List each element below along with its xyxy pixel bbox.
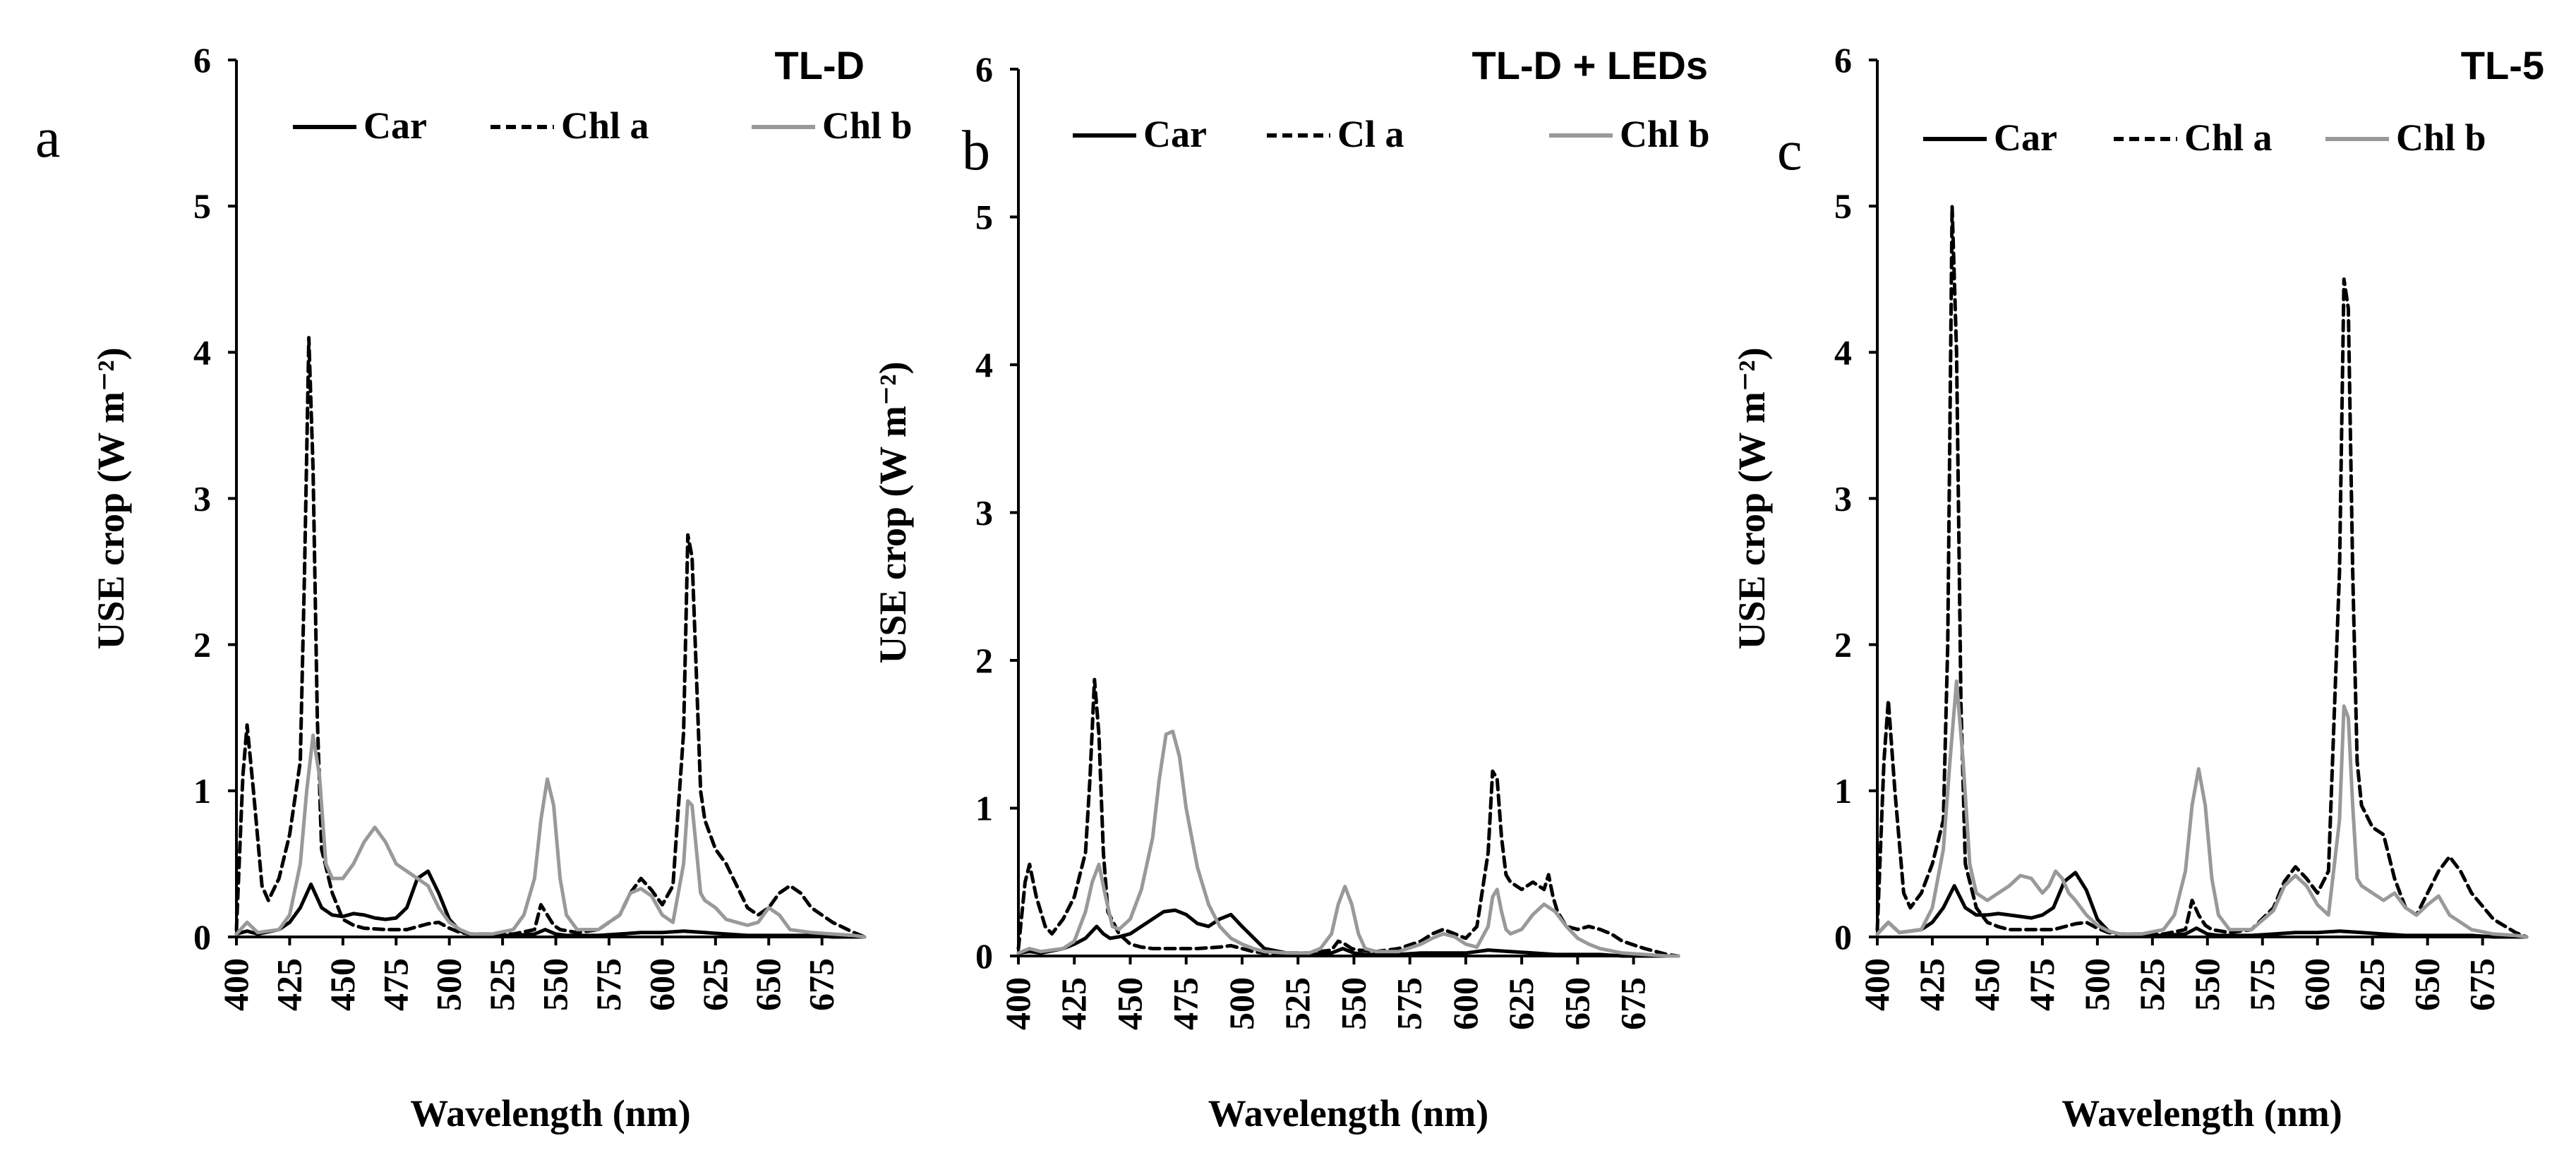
panel-letter: b (962, 120, 990, 182)
x-tick-label: 500 (2077, 958, 2117, 1011)
x-tick-label: 550 (2187, 958, 2227, 1011)
chart-panel-c: c TL-5 0 1 2 3 4 5 6 400 425 450 475 500 525 550 575 600 6… (1731, 40, 2544, 1134)
y-tick-label: 4 (975, 345, 993, 385)
y-tick-label: 6 (975, 49, 993, 89)
x-tick-label: 575 (589, 958, 628, 1011)
series-line-chl-b (1016, 730, 1680, 958)
legend-label: Chl b (2396, 116, 2486, 159)
x-tick-label: 475 (2022, 958, 2062, 1011)
y-tick-label: 6 (1834, 40, 1852, 80)
y-tick-label: 6 (193, 40, 211, 80)
y-tick-label: 0 (975, 936, 993, 976)
y-tick-label: 1 (193, 771, 211, 811)
y-tick-label: 2 (193, 625, 211, 665)
x-tick-label: 475 (375, 958, 415, 1011)
x-axis-title: Wavelength (nm) (2062, 1092, 2342, 1134)
x-axis-title: Wavelength (nm) (1208, 1092, 1489, 1134)
y-tick-label: 3 (1834, 479, 1852, 519)
x-tick-label: 525 (2132, 958, 2172, 1011)
panel-letter: c (1777, 120, 1802, 182)
legend-label: Chl b (822, 104, 913, 147)
x-tick-label: 425 (1912, 958, 1951, 1011)
y-tick-label: 3 (193, 479, 211, 519)
y-tick-label: 1 (975, 789, 993, 828)
y-axis-title: USE crop (W m⁻²) (90, 347, 132, 649)
legend-label: Car (1994, 116, 2057, 159)
series-line-chl-a (234, 336, 867, 939)
x-tick-label: 525 (1277, 977, 1317, 1030)
chart-title: TL-5 (2461, 43, 2544, 87)
x-tick-label: 600 (1445, 977, 1485, 1030)
chart-title: TL-D (774, 43, 865, 87)
x-tick-label: 450 (323, 958, 362, 1011)
y-tick-label: 2 (975, 641, 993, 680)
y-tick-label: 0 (193, 917, 211, 957)
x-tick-label: 400 (216, 958, 255, 1011)
x-tick-label: 650 (1557, 977, 1596, 1030)
x-tick-label: 575 (1390, 977, 1429, 1030)
x-tick-label: 500 (429, 958, 469, 1011)
legend-label: Chl a (561, 104, 649, 147)
chart-panel-a: a TL-D 0 1 2 3 4 5 6 400 425 450 475 500 525 550 575 600 6… (35, 40, 913, 1134)
x-tick-label: 625 (1501, 977, 1541, 1030)
series-line-chl-b (234, 733, 867, 939)
x-tick-label: 525 (482, 958, 522, 1011)
y-tick-label: 5 (1834, 186, 1852, 226)
y-tick-label: 0 (1834, 917, 1852, 957)
chart-panel-b: b TL-D + LEDs 0 1 2 3 4 5 6 400 425 450 475 500 525 550… (872, 43, 1710, 1134)
y-tick-label: 2 (1834, 625, 1852, 665)
x-tick-label: 425 (1054, 977, 1093, 1030)
x-tick-label: 575 (2242, 958, 2282, 1011)
legend-label: Car (363, 104, 427, 147)
x-tick-label: 625 (2352, 958, 2392, 1011)
y-tick-label: 5 (193, 186, 211, 226)
x-tick-label: 450 (1967, 958, 2006, 1011)
x-tick-label: 400 (998, 977, 1037, 1030)
y-axis-title: USE crop (W m⁻²) (1731, 347, 1773, 649)
x-tick-label: 425 (269, 958, 308, 1011)
series-line-car (1016, 908, 1680, 958)
x-tick-label: 675 (2462, 958, 2502, 1011)
x-tick-label: 450 (1109, 977, 1149, 1030)
x-tick-label: 400 (1857, 958, 1896, 1011)
x-tick-label: 650 (748, 958, 788, 1011)
legend-label: Chl a (2184, 116, 2273, 159)
series-line-chl-b (1875, 679, 2529, 939)
y-tick-label: 4 (193, 332, 211, 372)
x-tick-label: 600 (2297, 958, 2337, 1011)
chart-title: TL-D + LEDs (1472, 43, 1708, 87)
legend-label: Car (1143, 113, 1207, 155)
y-tick-label: 3 (975, 493, 993, 533)
legend-label: Chl b (1620, 113, 1710, 155)
x-tick-label: 475 (1166, 977, 1205, 1030)
x-tick-label: 550 (1333, 977, 1373, 1030)
series-line-cl-a (1016, 677, 1680, 958)
panel-letter: a (35, 107, 61, 169)
y-axis-title: USE crop (W m⁻²) (872, 361, 914, 663)
x-axis-title: Wavelength (nm) (410, 1092, 691, 1134)
y-tick-label: 1 (1834, 771, 1852, 811)
legend-label: Cl a (1337, 113, 1404, 155)
x-tick-label: 550 (536, 958, 575, 1011)
x-tick-label: 500 (1222, 977, 1261, 1030)
y-tick-label: 5 (975, 198, 993, 237)
series-line-chl-a (1875, 204, 2529, 939)
x-tick-label: 600 (642, 958, 681, 1011)
x-tick-label: 675 (1613, 977, 1653, 1030)
x-tick-label: 650 (2407, 958, 2447, 1011)
y-tick-label: 4 (1834, 332, 1852, 372)
x-tick-label: 625 (695, 958, 735, 1011)
x-tick-label: 675 (802, 958, 841, 1011)
